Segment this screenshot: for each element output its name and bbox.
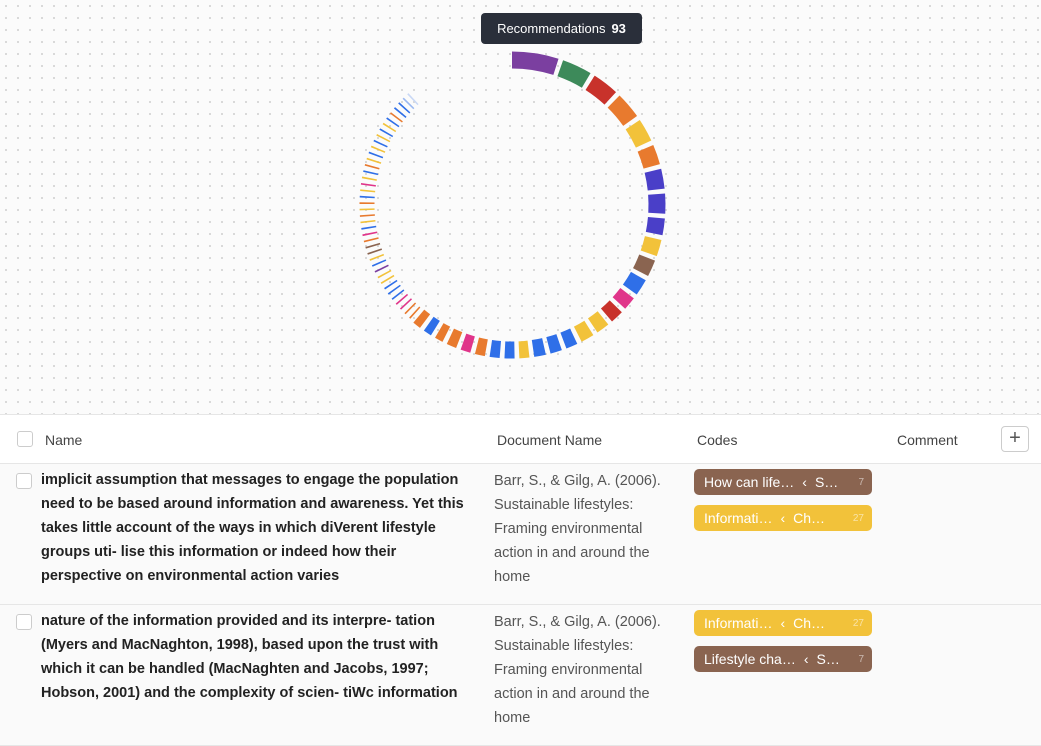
- table-row[interactable]: implicit assumption that messages to eng…: [0, 464, 1041, 605]
- ring-segment[interactable]: [383, 137, 384, 138]
- ring-segment[interactable]: [560, 68, 586, 80]
- column-header[interactable]: Comment: [897, 432, 958, 448]
- ring-segment[interactable]: [641, 258, 648, 273]
- code-count: 27: [853, 618, 864, 629]
- row-checkbox[interactable]: [16, 473, 32, 489]
- ring-segment[interactable]: [400, 112, 401, 113]
- separator: ‹: [780, 615, 785, 631]
- code-parent: Ch…: [793, 615, 825, 631]
- ring-segment[interactable]: [491, 348, 501, 349]
- ring-segment[interactable]: [401, 299, 402, 300]
- ring-segment[interactable]: [412, 99, 413, 100]
- ring-segment[interactable]: [439, 330, 446, 334]
- ring-segment[interactable]: [419, 316, 425, 321]
- code-chip[interactable]: Informati… ‹ Ch… 27: [694, 610, 872, 636]
- code-count: 7: [858, 477, 864, 488]
- code-label: Lifestyle cha…: [704, 651, 796, 667]
- ring-segment[interactable]: [378, 149, 379, 150]
- select-all[interactable]: [17, 431, 33, 447]
- ring-segment[interactable]: [512, 60, 556, 67]
- code-label: How can life…: [704, 474, 794, 490]
- ring-segment[interactable]: [645, 148, 651, 166]
- ring-segment[interactable]: [384, 273, 385, 274]
- ring-segment[interactable]: [519, 349, 529, 350]
- ring-segment[interactable]: [477, 346, 486, 348]
- ring-segment[interactable]: [386, 132, 387, 133]
- ring-segment[interactable]: [563, 336, 573, 340]
- code-chip[interactable]: Lifestyle cha… ‹ S… 7: [694, 646, 872, 672]
- ring-segment[interactable]: [408, 103, 409, 104]
- ring-segment[interactable]: [548, 342, 559, 345]
- ring-segment[interactable]: [633, 125, 644, 144]
- separator: ‹: [802, 474, 807, 490]
- column-header[interactable]: Document Name: [497, 432, 602, 448]
- badge-label: Recommendations: [497, 21, 605, 36]
- ring-chart: [0, 0, 1041, 414]
- name-cell: nature of the information provided and i…: [41, 609, 466, 705]
- document-cell: Barr, S., & Gilg, A. (2006). Sustainable…: [494, 469, 674, 589]
- code-count: 27: [853, 513, 864, 524]
- ring-segment[interactable]: [398, 294, 399, 295]
- name-cell: implicit assumption that messages to eng…: [41, 468, 466, 588]
- column-header[interactable]: Codes: [697, 432, 737, 448]
- ring-segment[interactable]: [394, 289, 395, 290]
- ring-segment[interactable]: [649, 238, 653, 253]
- code-chip[interactable]: How can life… ‹ S… 7: [694, 469, 872, 495]
- ring-segment[interactable]: [405, 303, 406, 304]
- ring-segment[interactable]: [380, 143, 381, 144]
- overview: Recommendations 93: [0, 0, 1041, 415]
- ring-segment[interactable]: [390, 284, 391, 285]
- ring-segment[interactable]: [463, 342, 472, 345]
- ring-segment[interactable]: [654, 218, 656, 234]
- page: Recommendations 93 Name Document Name Co…: [0, 0, 1041, 703]
- code-parent: S…: [815, 474, 838, 490]
- table-header: Name Document Name Codes Comment +: [0, 415, 1041, 464]
- table: Name Document Name Codes Comment + impli…: [0, 415, 1041, 746]
- ring-segment[interactable]: [410, 308, 411, 309]
- code-count: 7: [858, 654, 864, 665]
- separator: ‹: [804, 651, 809, 667]
- recommendations-badge: Recommendations 93: [481, 13, 642, 44]
- code-label: Informati…: [704, 615, 772, 631]
- add-column[interactable]: +: [1001, 426, 1029, 452]
- ring-segment[interactable]: [630, 276, 639, 289]
- ring-segment[interactable]: [606, 306, 615, 315]
- code-parent: S…: [817, 651, 840, 667]
- ring-segment[interactable]: [414, 312, 415, 313]
- separator: ‹: [780, 510, 785, 526]
- ring-segment[interactable]: [614, 102, 631, 121]
- ring-segment[interactable]: [376, 154, 377, 155]
- code-parent: Ch…: [793, 510, 825, 526]
- ring-segment[interactable]: [450, 336, 459, 340]
- ring-segment[interactable]: [374, 251, 375, 253]
- badge-count: 93: [611, 21, 625, 36]
- ring-segment[interactable]: [590, 83, 610, 99]
- ring-segment[interactable]: [533, 346, 544, 348]
- ring-segment[interactable]: [376, 257, 377, 258]
- ring-segment[interactable]: [389, 127, 390, 128]
- table-row[interactable]: nature of the information provided and i…: [0, 605, 1041, 746]
- code-label: Informati…: [704, 510, 772, 526]
- row-checkbox[interactable]: [16, 614, 32, 630]
- ring-segment[interactable]: [392, 122, 393, 123]
- ring-segment[interactable]: [578, 328, 589, 334]
- ring-segment[interactable]: [379, 262, 380, 263]
- ring-segment[interactable]: [593, 318, 603, 326]
- ring-segment[interactable]: [619, 293, 627, 303]
- ring-segment[interactable]: [653, 171, 656, 190]
- ring-segment[interactable]: [429, 324, 436, 328]
- ring-segment[interactable]: [381, 268, 382, 269]
- table-body: implicit assumption that messages to eng…: [0, 464, 1041, 746]
- column-header[interactable]: Name: [45, 432, 82, 448]
- ring-segment[interactable]: [404, 107, 405, 108]
- document-cell: Barr, S., & Gilg, A. (2006). Sustainable…: [494, 610, 674, 730]
- code-chip[interactable]: Informati… ‹ Ch… 27: [694, 505, 872, 531]
- ring-segment[interactable]: [396, 117, 397, 118]
- ring-segment[interactable]: [387, 279, 388, 280]
